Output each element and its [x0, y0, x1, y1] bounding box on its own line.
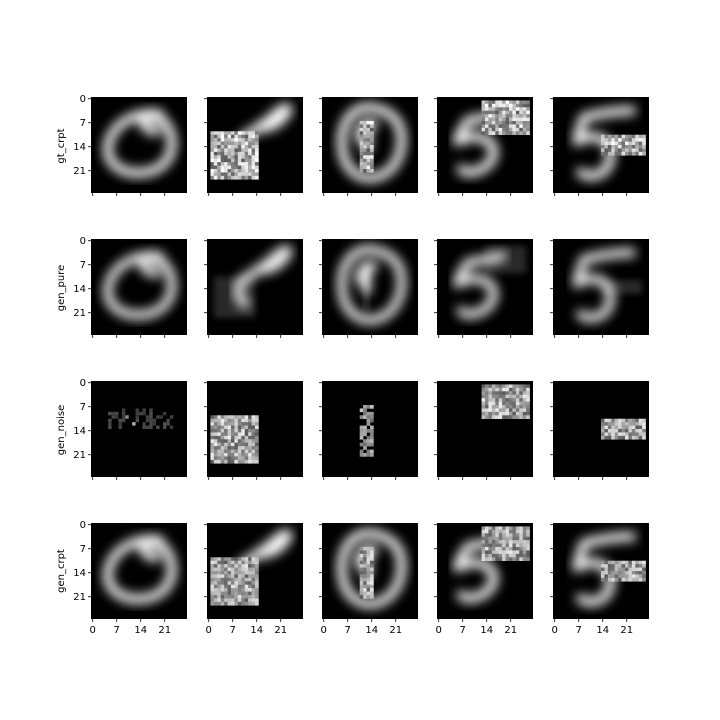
- row-labels: gt_crpt gen_pure gen_noise gen_crpt: [56, 128, 67, 593]
- axis-ticks: [550, 98, 628, 196]
- y-tick-label: 7: [80, 260, 86, 271]
- y-tick-label: 21: [73, 166, 86, 177]
- axis-ticks: [434, 98, 512, 196]
- x-tick-label: 7: [114, 625, 120, 636]
- y-tick-label: 14: [73, 142, 86, 153]
- axis-ticks: [204, 98, 282, 196]
- x-tick-label: 7: [460, 625, 466, 636]
- y-tick-label: 0: [80, 520, 86, 531]
- axis-ticks: [204, 240, 282, 338]
- x-tick-label: 21: [274, 625, 287, 636]
- noise-block: [601, 134, 646, 156]
- digit-stroke: [234, 245, 293, 309]
- axis-ticks: [319, 98, 397, 196]
- noise-block: [210, 131, 259, 180]
- x-tick-label: 14: [596, 625, 609, 636]
- axis-ticks: 0 7 14 21: [73, 94, 166, 196]
- noise-block: [210, 415, 259, 464]
- axis-ticks: [550, 240, 628, 338]
- y-tick-label: 14: [73, 568, 86, 579]
- row-label-gen-noise: gen_noise: [56, 405, 67, 455]
- noise-block: [481, 100, 530, 136]
- x-tick-label: 21: [389, 625, 402, 636]
- x-tick-label: 21: [620, 625, 633, 636]
- x-tick-label: 14: [480, 625, 493, 636]
- x-tick-label: 0: [436, 625, 442, 636]
- noise-block: [481, 384, 530, 420]
- y-tick-label: 7: [80, 118, 86, 129]
- axis-ticks: 0 7 14 21: [434, 524, 517, 636]
- axis-ticks: [550, 382, 628, 480]
- noise-block: [601, 418, 646, 440]
- digit-stroke: [453, 251, 507, 319]
- axis-ticks: [434, 382, 512, 480]
- row-label-gt-crpt: gt_crpt: [56, 128, 67, 163]
- noise-block: [601, 560, 646, 582]
- noise-block: [481, 526, 530, 562]
- x-tick-label: 0: [90, 625, 96, 636]
- x-tick-label: 7: [230, 625, 236, 636]
- panel-image: [213, 276, 255, 318]
- y-tick-label: 7: [80, 544, 86, 555]
- x-tick-label: 14: [250, 625, 263, 636]
- digit-stroke: [103, 109, 177, 178]
- axis-ticks: [434, 240, 512, 338]
- digit-stroke: [103, 251, 177, 320]
- axis-ticks: 0 7 14 21: [73, 378, 166, 480]
- y-tick-label: 0: [80, 236, 86, 247]
- y-tick-label: 7: [80, 402, 86, 413]
- row-label-gen-pure: gen_pure: [56, 265, 67, 312]
- faint-speckle: [108, 408, 174, 429]
- residual-blur: [213, 276, 255, 318]
- digit-stroke: [572, 248, 637, 323]
- axis-ticks: 0 7 14 21 0 7 14 21: [73, 520, 171, 636]
- y-tick-label: 21: [73, 450, 86, 461]
- digit-stroke: [337, 244, 407, 325]
- panel-image: [108, 408, 174, 429]
- y-tick-label: 14: [73, 426, 86, 437]
- x-tick-label: 21: [158, 625, 171, 636]
- noise-block: [210, 557, 259, 606]
- panel-r3-c1: 0 7 14 21: [73, 378, 187, 480]
- x-tick-label: 0: [206, 625, 212, 636]
- noise-block: [359, 405, 374, 457]
- y-tick-label: 0: [80, 94, 86, 105]
- axis-ticks: 0 7 14 21: [319, 524, 402, 636]
- digit-stroke: [103, 535, 177, 604]
- y-tick-label: 0: [80, 378, 86, 389]
- y-tick-label: 21: [73, 592, 86, 603]
- noise-block: [359, 121, 374, 173]
- x-tick-label: 0: [321, 625, 327, 636]
- panel-grid: 0 7 14 21 0 7 14 21 0 7 14 21 0 7 14 21 0 7 14 21 0 7 14 21 0 7 14…: [73, 94, 649, 636]
- y-tick-label: 21: [73, 308, 86, 319]
- panel-r2-c4: [434, 239, 533, 338]
- x-tick-label: 14: [365, 625, 378, 636]
- row-label-gen-crpt: gen_crpt: [56, 549, 67, 593]
- axis-ticks: 0 7 14 21: [204, 524, 287, 636]
- x-tick-label: 21: [504, 625, 517, 636]
- x-tick-label: 7: [576, 625, 582, 636]
- noise-block: [359, 547, 374, 599]
- axis-ticks: 0 7 14 21: [73, 236, 166, 338]
- y-tick-label: 14: [73, 284, 86, 295]
- x-tick-label: 7: [345, 625, 351, 636]
- axis-ticks: [319, 382, 397, 480]
- axis-ticks: 0 7 14 21: [550, 524, 633, 636]
- x-tick-label: 0: [552, 625, 558, 636]
- axis-ticks: [319, 240, 397, 338]
- axis-ticks: [204, 382, 282, 480]
- x-tick-label: 14: [134, 625, 147, 636]
